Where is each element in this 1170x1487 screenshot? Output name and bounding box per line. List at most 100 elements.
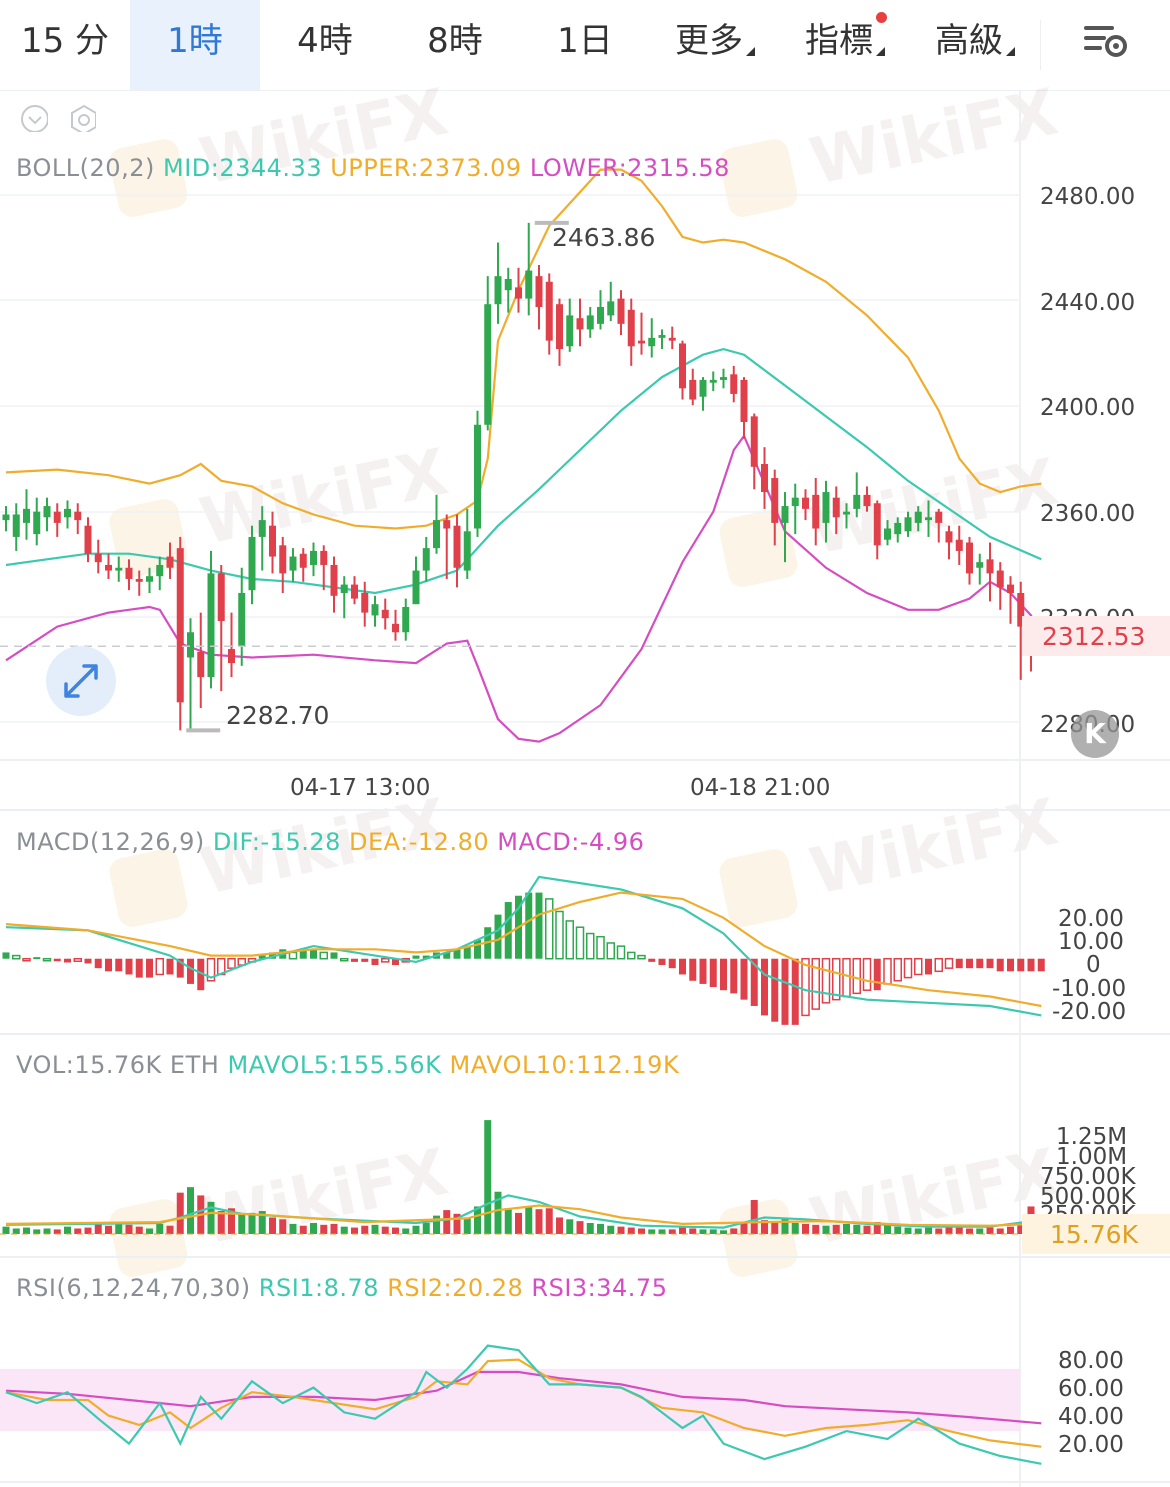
volume-bar — [853, 1224, 861, 1234]
ytick: 10.00 — [1058, 929, 1124, 955]
macd-bar — [443, 952, 451, 959]
volume-bar — [976, 1228, 984, 1234]
volume-bar — [556, 1217, 563, 1234]
ytick: -20.00 — [1052, 999, 1126, 1025]
tab-advanced[interactable]: 高級 — [910, 0, 1040, 90]
current-price: 2312.53 — [1042, 622, 1145, 651]
macd-bar — [258, 955, 266, 959]
macd-bar — [699, 958, 707, 984]
volume-bar — [597, 1223, 604, 1234]
tab-1h[interactable]: 1時 — [130, 0, 260, 90]
candle-body — [853, 494, 861, 509]
macd-bar — [730, 958, 738, 994]
volume-bar — [74, 1228, 82, 1234]
candle-body — [43, 506, 51, 518]
candle-body — [217, 573, 225, 622]
tab-4h[interactable]: 4時 — [260, 0, 390, 90]
scroll-to-latest-icon[interactable]: K — [1071, 710, 1119, 758]
time-label: 04-17 13:00 — [290, 775, 430, 801]
macd-bar — [862, 957, 872, 991]
candle-body — [361, 592, 369, 613]
ytick: 60.00 — [1058, 1376, 1124, 1402]
tab-more[interactable]: 更多 — [650, 0, 780, 90]
macd-bar — [299, 949, 307, 959]
candle-body — [94, 553, 102, 563]
macd-bar — [761, 958, 768, 1016]
candle-body — [351, 584, 358, 599]
volume-bar — [914, 1228, 922, 1234]
caret-icon — [746, 47, 755, 56]
macd-bar — [832, 957, 841, 1001]
macd-bar — [996, 958, 1004, 972]
candle-body — [832, 497, 840, 518]
macd-bar — [750, 958, 758, 1006]
macd-value: MACD:-4.96 — [497, 828, 645, 856]
macd-bar — [504, 902, 512, 959]
candle-body — [197, 651, 205, 678]
candle-body — [771, 478, 779, 523]
macd-dea-value: DEA:-12.80 — [349, 828, 490, 856]
volume-bar — [832, 1224, 840, 1234]
macd-bar — [689, 958, 697, 981]
macd-bar — [381, 957, 390, 963]
collapse-chevron-icon[interactable] — [20, 104, 48, 132]
ytick: 2400.00 — [1040, 395, 1135, 421]
volume-bar — [248, 1212, 256, 1234]
volume-bar — [668, 1229, 676, 1234]
fullscreen-button[interactable] — [46, 646, 116, 716]
tab-15m[interactable]: 15 分 — [0, 0, 130, 90]
boll-mid-line — [5, 347, 1042, 595]
notification-dot-icon — [876, 12, 887, 23]
macd-bar — [422, 955, 430, 959]
macd-bar — [720, 958, 727, 991]
macd-bar — [637, 954, 646, 960]
candle-body — [166, 556, 174, 568]
macd-bar — [310, 949, 317, 959]
min-price-label: 2282.70 — [226, 701, 329, 730]
indicator-settings-hexagon-icon[interactable] — [68, 104, 96, 132]
volume-bar — [1007, 1226, 1014, 1234]
macd-legend: MACD(12,26,9) DIF:-15.28 DEA:-12.80 MACD… — [16, 828, 644, 856]
volume-bar — [545, 1208, 553, 1234]
macd-bar — [966, 958, 973, 969]
macd-bar — [944, 957, 954, 969]
rsi-band — [0, 1368, 1020, 1432]
tab-label: 更多 — [675, 21, 743, 61]
tab-8h[interactable]: 8時 — [390, 0, 520, 90]
time-label: 04-18 21:00 — [690, 775, 830, 801]
ytick: 20.00 — [1058, 1432, 1124, 1458]
volume-bar — [627, 1227, 635, 1234]
macd-bar — [658, 958, 666, 966]
ytick: 2480.00 — [1040, 184, 1135, 210]
candle-body — [74, 511, 82, 521]
volume-bar — [361, 1225, 369, 1234]
volume-bar — [289, 1223, 297, 1234]
candle-body — [894, 522, 902, 535]
macd-bar — [842, 957, 851, 998]
tab-indicators[interactable]: 指標 — [780, 0, 910, 90]
candle-body — [925, 517, 932, 521]
volume-bar — [1017, 1222, 1025, 1234]
macd-bar — [340, 957, 349, 962]
candle-body — [238, 592, 246, 647]
candle-body — [371, 604, 379, 616]
macd-bar — [914, 957, 923, 976]
rsi1-value: RSI1:8.78 — [258, 1274, 380, 1302]
chart-settings-icon[interactable] — [1082, 22, 1130, 62]
candle-body — [515, 287, 522, 299]
macd-bar — [1007, 958, 1014, 972]
volume-bar — [371, 1224, 379, 1234]
volume-bar — [320, 1224, 328, 1234]
candle-body — [422, 548, 430, 571]
macd-bar — [474, 939, 481, 959]
volume-bar — [699, 1229, 707, 1234]
macd-bar — [73, 957, 82, 962]
tab-1d[interactable]: 1日 — [520, 0, 650, 90]
volume-bar — [904, 1227, 912, 1234]
macd-bar — [64, 958, 71, 963]
volume-bar — [176, 1192, 184, 1234]
volume-bar — [269, 1217, 276, 1234]
candle-body — [330, 564, 338, 596]
macd-bar — [351, 958, 358, 962]
